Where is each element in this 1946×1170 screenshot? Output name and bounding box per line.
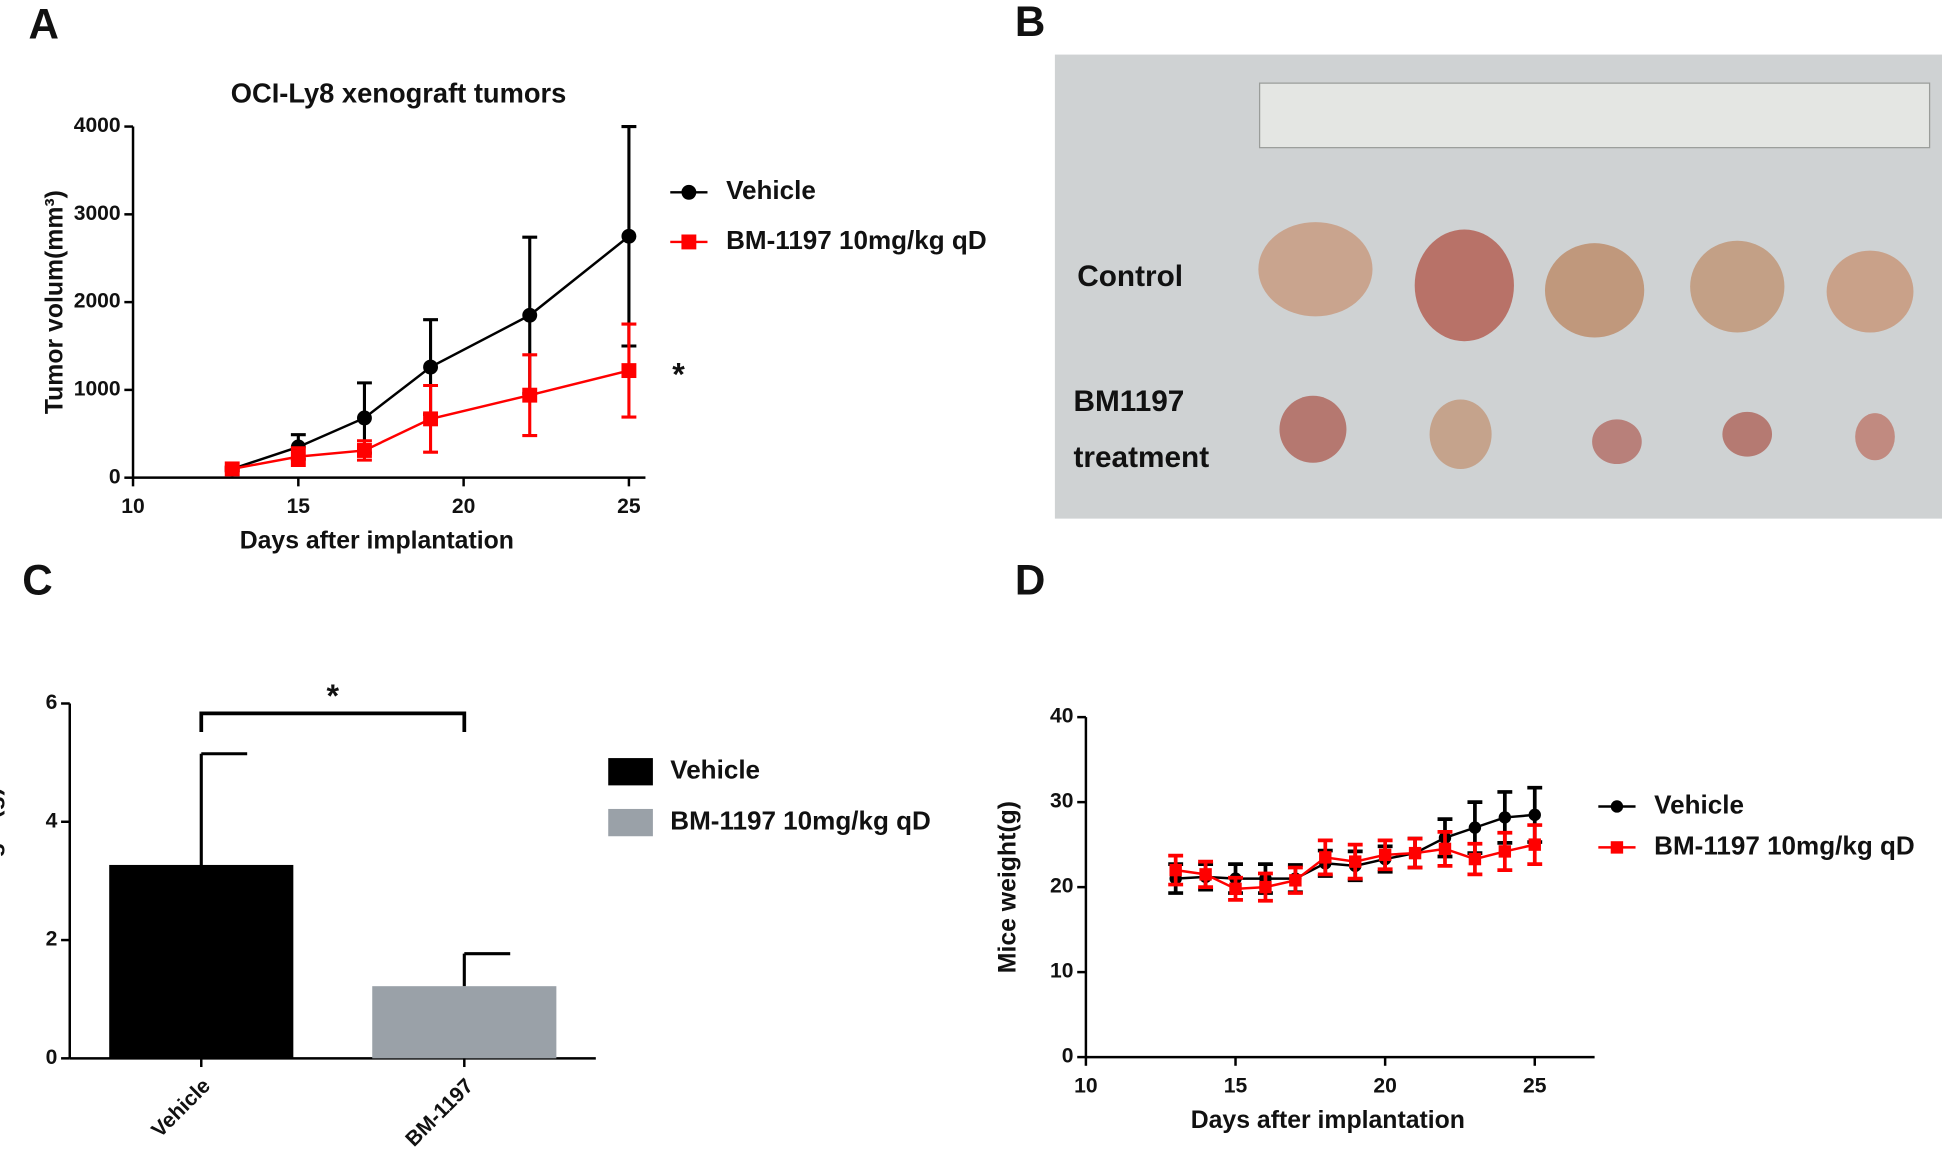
point	[1169, 863, 1182, 877]
error-bar	[199, 752, 248, 865]
point	[1528, 808, 1541, 822]
point	[1528, 838, 1541, 851]
x-tick-label: 15	[287, 495, 311, 518]
point	[1259, 880, 1272, 894]
point	[1289, 874, 1302, 887]
point	[522, 307, 538, 323]
x-tick-label: 10	[1074, 1074, 1097, 1097]
significance-bracket	[199, 711, 467, 733]
y-tick-label: 40	[1050, 705, 1073, 728]
significance-label: *	[327, 678, 340, 714]
tumor	[1826, 250, 1914, 333]
point	[1468, 852, 1482, 866]
x-tick-label: 25	[1523, 1074, 1547, 1097]
tumor	[1258, 222, 1373, 317]
y-axis-label: tumor weight(g)	[0, 787, 5, 974]
bar	[109, 864, 294, 1059]
point	[224, 461, 240, 477]
y-tick-label: 10	[1050, 960, 1073, 983]
panel-letter: C	[22, 556, 52, 603]
y-tick-label: 1000	[74, 377, 121, 400]
annotation: *	[672, 356, 685, 392]
legend-label: Vehicle	[670, 755, 760, 785]
photo-label: BM1197	[1073, 385, 1184, 418]
y-tick-label: 2	[46, 928, 58, 951]
y-tick-label: 0	[46, 1046, 58, 1069]
y-tick-label: 4	[46, 809, 58, 832]
point	[621, 363, 637, 379]
point	[1199, 868, 1212, 881]
tumor	[1722, 411, 1773, 457]
series-line	[231, 369, 630, 471]
point	[1438, 842, 1452, 856]
x-tick-label: 15	[1224, 1074, 1248, 1097]
panel-letter: B	[1015, 0, 1045, 45]
point	[357, 410, 372, 426]
x-tick-label: 25	[617, 495, 641, 518]
tumor	[1855, 413, 1895, 461]
point	[1408, 846, 1422, 860]
error-bar	[462, 952, 511, 987]
legend-label: BM-1197 10mg/kg qD	[726, 225, 987, 255]
tumor	[1690, 240, 1785, 333]
y-tick-label: 20	[1050, 875, 1073, 898]
legend-label: BM-1197 10mg/kg qD	[670, 805, 931, 835]
series-line	[231, 235, 630, 471]
x-tick-label: 10	[121, 495, 144, 518]
tumor	[1279, 395, 1347, 463]
photo-label: Control	[1077, 260, 1183, 293]
tumor	[1429, 399, 1492, 469]
tumor	[1544, 243, 1645, 338]
legend-marker	[681, 184, 697, 200]
x-axis-label: Days after implantation	[1191, 1107, 1465, 1134]
point	[621, 228, 637, 244]
x-tick-label: 20	[1373, 1074, 1396, 1097]
y-axis-label: Mice weight(g)	[995, 801, 1022, 973]
tumor	[1592, 419, 1642, 465]
x-axis-label: Days after implantation	[240, 528, 514, 555]
point	[423, 359, 439, 375]
legend-label: Vehicle	[1654, 789, 1744, 819]
x-tick-label: BM-1197	[401, 1074, 478, 1151]
point	[357, 443, 372, 458]
y-tick-label: 4000	[74, 114, 121, 137]
point	[1229, 882, 1242, 896]
y-axis-label: Tumor volum(mm³)	[42, 190, 69, 414]
point	[290, 449, 306, 465]
x-tick-label: 20	[452, 495, 475, 518]
photo: Control BM1197 treatment	[1054, 54, 1943, 519]
y-tick-label: 0	[1062, 1045, 1074, 1068]
tumor	[1414, 229, 1514, 342]
point	[1498, 845, 1512, 858]
legend-marker	[681, 234, 697, 250]
point	[1378, 848, 1392, 862]
panel-letter: D	[1015, 556, 1045, 603]
point	[423, 411, 439, 427]
point	[1319, 851, 1332, 864]
chart-title: OCI-Ly8 xenograft tumors	[231, 78, 567, 109]
bar	[372, 986, 557, 1059]
point	[1468, 821, 1482, 834]
panel-letter: A	[28, 0, 58, 47]
ruler	[1258, 82, 1931, 149]
y-tick-label: 2000	[74, 290, 121, 313]
legend-label: Vehicle	[726, 175, 816, 205]
legend-swatch	[608, 808, 653, 837]
y-tick-label: 3000	[74, 202, 121, 225]
legend-marker	[1610, 841, 1624, 854]
photo-label: treatment	[1073, 441, 1209, 474]
legend-marker	[1610, 800, 1624, 813]
y-tick-label: 0	[109, 465, 121, 488]
y-tick-label: 30	[1050, 790, 1073, 813]
legend-label: BM-1197 10mg/kg qD	[1654, 830, 1915, 860]
y-tick-label: 6	[46, 691, 58, 714]
point	[1498, 811, 1512, 824]
x-tick-label: Vehicle	[147, 1074, 215, 1142]
legend-swatch	[608, 758, 653, 786]
point	[522, 387, 538, 403]
point	[1349, 855, 1362, 868]
